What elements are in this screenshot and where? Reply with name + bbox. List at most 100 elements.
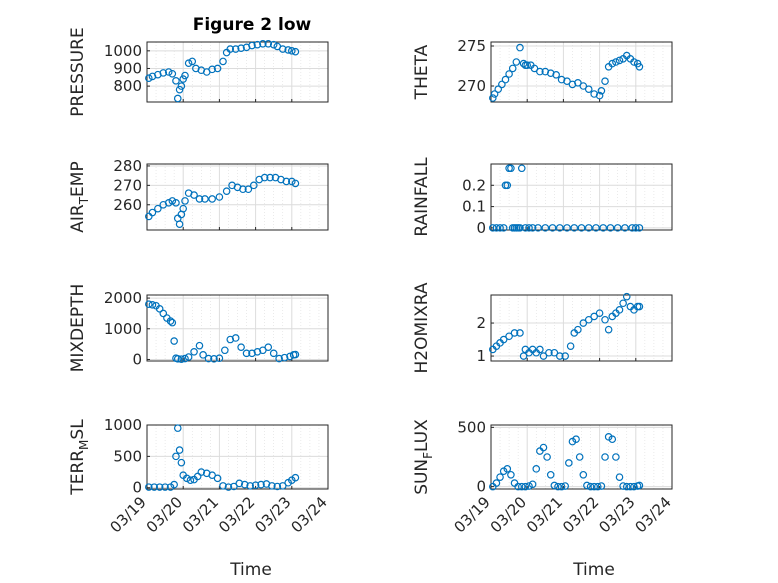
y-tick-label: 500 [113,447,142,465]
data-point [193,472,202,481]
data-point [168,318,177,327]
data-point [619,299,627,308]
y-tick-label: 2 [476,314,486,332]
data-point [490,90,499,98]
data-point [237,44,245,52]
data-point [584,85,593,94]
data-point [291,473,300,482]
data-point [579,82,588,90]
y-tick-label: 800 [113,77,142,95]
data-point [164,68,173,76]
data-point [612,453,620,461]
data-point [635,302,644,311]
data-point [519,59,528,68]
data-point [514,482,522,491]
data-point [278,482,287,490]
data-point [257,480,265,489]
x-tick-label: 03/22 [215,493,258,536]
data-point [199,351,207,359]
data-point [583,481,591,490]
y-tick-label: 1000 [104,42,142,60]
data-point [555,224,564,232]
data-point [601,77,609,86]
data-point [181,354,189,363]
data-point [237,343,245,351]
y-tick-label: 260 [113,196,142,214]
data-point [536,67,544,76]
data-point [563,77,571,86]
data-point [521,482,530,491]
data-point [499,335,508,344]
data-point [516,43,524,52]
data-point [575,453,584,461]
x-tick-label: 03/24 [632,493,675,536]
data-point [604,325,613,334]
data-point [249,181,258,190]
x-tick-label: 03/24 [288,493,331,536]
data-point [208,65,216,74]
data-point [635,481,644,490]
data-point [253,347,262,356]
data-point [164,199,173,207]
data-point [148,301,157,309]
data-point [177,82,186,90]
data-point [631,224,640,232]
data-point [172,77,180,85]
data-point [244,185,253,194]
data-point [190,191,198,199]
subplot-h2omixra: 1 2 H2OMIXRA [412,282,673,374]
data-point [264,343,273,351]
data-point [528,480,537,489]
data-point [284,46,292,54]
data-point [534,224,542,232]
data-point [563,224,571,232]
axes-box [146,294,329,362]
data-point [507,470,515,479]
y-tick-label: 280 [113,157,142,175]
y-axis-label: H2OMIXRA [412,282,432,373]
data-point [181,197,189,205]
data-point [539,443,548,452]
figure-title: Figure 2 low [193,15,312,35]
data-point [166,317,175,325]
data-point [155,483,164,491]
data-point [574,79,582,87]
data-point [210,355,218,363]
y-tick-label: 2000 [104,289,142,307]
data-point [512,58,521,66]
x-axis-label-left: Time [229,560,272,580]
data-point [278,45,287,53]
data-point [536,345,544,354]
data-point [622,482,631,491]
data-point [523,61,532,69]
data-point [215,193,224,201]
data-point [224,483,233,491]
data-point [498,80,506,89]
data-point [619,482,627,490]
data-point [253,40,262,49]
data-point [172,452,180,461]
data-point [599,224,608,232]
data-point [287,47,296,55]
data-point [517,482,526,491]
data-point [170,480,178,489]
data-point [584,224,593,232]
axes-box [490,424,673,490]
data-point [507,164,515,173]
y-tick-label: 275 [457,37,486,55]
data-point [601,453,609,461]
data-point [621,224,629,232]
data-point [536,447,544,455]
data-point [592,224,600,232]
data-point [188,57,197,66]
data-point [204,354,213,363]
subplot-rainfall: 0 0.1 0.2 RAINFALL [412,157,673,237]
data-point [231,334,240,342]
data-point [195,195,204,203]
x-tick-label: 03/23 [595,493,638,536]
x-tick-label: 03/20 [487,493,530,536]
y-tick-label: 1000 [104,416,142,434]
